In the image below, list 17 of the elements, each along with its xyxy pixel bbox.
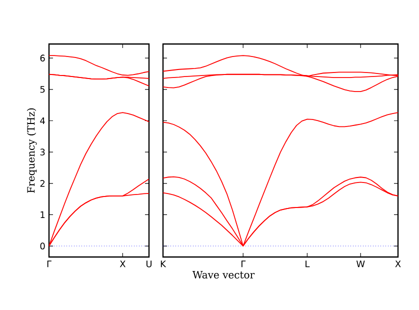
x-tick-label: X bbox=[395, 260, 401, 268]
y-axis-title: Frequency (THz) bbox=[26, 108, 37, 193]
x-tick-label: K bbox=[160, 260, 166, 268]
y-tick-label: 6 bbox=[40, 54, 45, 62]
y-tick-label: 3 bbox=[40, 148, 45, 156]
x-tick-label: W bbox=[356, 260, 365, 268]
y-tick-label: 2 bbox=[40, 180, 45, 187]
x-axis-title: Wave vector bbox=[192, 271, 255, 278]
x-tick-label: X bbox=[120, 260, 126, 268]
y-tick-label: 1 bbox=[40, 211, 45, 218]
y-tick-label: 0 bbox=[40, 242, 45, 250]
y-tick-label: 4 bbox=[40, 117, 45, 124]
x-tick-label: Γ bbox=[47, 260, 52, 268]
x-tick-label: L bbox=[306, 260, 310, 268]
y-tick-label: 5 bbox=[40, 86, 45, 93]
x-tick-label: U bbox=[146, 260, 152, 268]
x-tick-label: Γ bbox=[241, 260, 246, 268]
